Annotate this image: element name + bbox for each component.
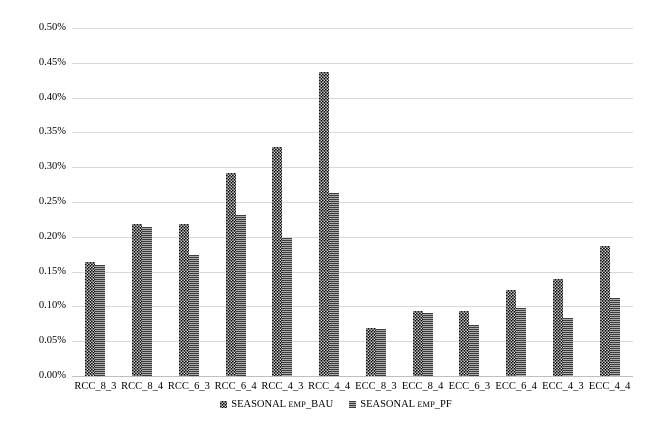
bar-seasonal-emp-pf [282, 238, 293, 376]
gridline [72, 306, 633, 307]
gridline [72, 341, 633, 342]
gridline [72, 202, 633, 203]
category-group [493, 28, 540, 376]
category-group [399, 28, 446, 376]
gridline [72, 272, 633, 273]
bar-seasonal-emp-pf [142, 227, 153, 376]
legend-label: SEASONAL EMP_BAU [231, 398, 334, 410]
x-axis-label: ECC_4_4 [588, 381, 631, 392]
category-group [353, 28, 400, 376]
category-group [119, 28, 166, 376]
bar-seasonal-emp-pf [562, 317, 573, 376]
category-group [306, 28, 353, 376]
y-tick-label: 0.40% [38, 92, 66, 103]
bar-seasonal-emp-pf [188, 254, 199, 376]
category-group [72, 28, 119, 376]
x-axis-line [72, 376, 633, 377]
bar-seasonal-emp-bau [225, 172, 236, 376]
y-tick-label: 0.35% [38, 126, 66, 137]
category-group [586, 28, 633, 376]
x-axis-label: ECC_8_4 [401, 381, 444, 392]
legend-label: SEASONAL EMP_PF [360, 398, 452, 410]
bar-seasonal-emp-bau [412, 311, 423, 376]
y-tick-label: 0.25% [38, 196, 66, 207]
bar-seasonal-emp-bau [599, 245, 610, 376]
x-axis-label: ECC_6_3 [448, 381, 491, 392]
gridline [72, 28, 633, 29]
category-group [166, 28, 213, 376]
x-axis-label: ECC_8_3 [355, 381, 397, 392]
x-axis-label: ECC_6_4 [495, 381, 537, 392]
gridline [72, 63, 633, 64]
gridline [72, 132, 633, 133]
category-group [259, 28, 306, 376]
legend-item: SEASONAL EMP_BAU [220, 398, 333, 411]
y-tick-label: 0.50% [38, 22, 66, 33]
bar-seasonal-emp-bau [365, 328, 376, 376]
bar-seasonal-emp-pf [469, 324, 480, 376]
gridline [72, 98, 633, 99]
bar-seasonal-emp-pf [609, 298, 620, 376]
legend-swatch-stripes-icon [349, 400, 357, 408]
bar-seasonal-emp-pf [329, 193, 340, 376]
bar-seasonal-emp-pf [235, 214, 246, 376]
legend-swatch-dots-icon [220, 400, 228, 408]
category-group [540, 28, 587, 376]
x-axis-label: RCC_8_3 [74, 381, 117, 392]
x-axis-label: ECC_4_3 [542, 381, 584, 392]
bar-seasonal-emp-bau [459, 311, 470, 376]
bar-seasonal-emp-pf [422, 312, 433, 376]
legend-item: SEASONAL EMP_PF [349, 398, 452, 411]
legend: SEASONAL EMP_BAU SEASONAL EMP_PF [0, 397, 672, 411]
x-axis-label: RCC_6_3 [167, 381, 210, 392]
gridline [72, 237, 633, 238]
bar-seasonal-emp-bau [85, 261, 96, 376]
x-axis-label: RCC_4_3 [261, 381, 304, 392]
x-axis-label: RCC_8_4 [121, 381, 164, 392]
x-axis-label: RCC_6_4 [214, 381, 257, 392]
y-tick-label: 0.45% [38, 57, 66, 68]
bar-seasonal-emp-pf [95, 264, 106, 376]
bar-seasonal-emp-bau [506, 289, 517, 376]
y-tick-label: 0.10% [38, 300, 66, 311]
gridline [72, 167, 633, 168]
y-tick-label: 0.30% [38, 161, 66, 172]
category-group [212, 28, 259, 376]
y-tick-label: 0.00% [38, 370, 66, 381]
bar-seasonal-emp-pf [516, 307, 527, 376]
category-group [446, 28, 493, 376]
bar-seasonal-emp-bau [272, 147, 283, 376]
y-tick-label: 0.05% [38, 335, 66, 346]
bar-seasonal-emp-bau [132, 224, 143, 376]
x-axis-label: RCC_4_4 [308, 381, 351, 392]
bar-seasonal-emp-bau [178, 224, 189, 376]
bar-seasonal-emp-pf [375, 329, 386, 376]
bar-seasonal-emp-bau [552, 279, 563, 376]
y-tick-label: 0.15% [38, 266, 66, 277]
y-tick-label: 0.20% [38, 231, 66, 242]
bar-seasonal-emp-bau [319, 71, 330, 376]
